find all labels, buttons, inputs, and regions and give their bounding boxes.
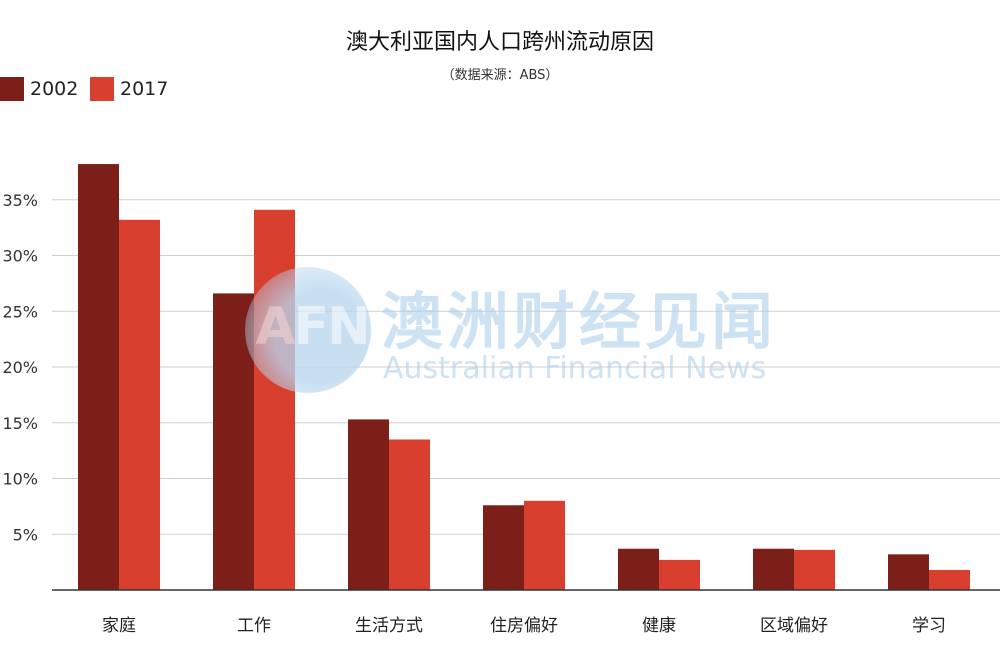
chart-title: 澳大利亚国内人口跨州流动原因 <box>345 30 654 55</box>
bar-2002 <box>888 554 929 590</box>
legend-swatch-2017 <box>90 77 114 101</box>
x-category-label: 工作 <box>237 616 271 636</box>
legend-swatch-2002 <box>0 77 24 101</box>
x-category-label: 健康 <box>642 616 676 636</box>
bar-2002 <box>483 505 524 590</box>
watermark-cn-text: 澳洲财经见闻 <box>381 285 778 358</box>
y-tick-label: 5% <box>13 525 38 544</box>
bar-2017 <box>794 549 835 590</box>
bar-2017 <box>659 559 700 590</box>
x-category-label: 学习 <box>912 616 946 636</box>
bar-2017 <box>389 439 430 590</box>
y-tick-label: 10% <box>2 470 38 489</box>
y-tick-label: 15% <box>2 414 38 433</box>
watermark: AFN 澳洲财经见闻 Australian Financial News <box>245 265 805 395</box>
bar-2002 <box>348 419 389 590</box>
bar-2002 <box>618 548 659 590</box>
x-category-label: 区域偏好 <box>760 616 828 636</box>
watermark-logo: AFN <box>245 267 371 393</box>
legend-label-2017: 2017 <box>120 78 169 100</box>
watermark-logo-text: AFN <box>255 297 370 357</box>
bar-2002 <box>753 548 794 590</box>
watermark-en-text: Australian Financial News <box>383 351 767 386</box>
bar-2002 <box>78 164 119 590</box>
bar-2017 <box>119 219 160 590</box>
y-tick-label: 35% <box>2 191 38 210</box>
chart-subtitle: （数据来源：ABS） <box>441 68 559 83</box>
x-category-label: 住房偏好 <box>490 616 558 636</box>
bar-2017 <box>929 569 970 590</box>
x-category-label: 生活方式 <box>355 616 423 636</box>
y-tick-label: 20% <box>2 358 38 377</box>
x-category-label: 家庭 <box>102 616 136 636</box>
y-tick-label: 30% <box>2 247 38 266</box>
bar-2017 <box>524 500 565 590</box>
legend-label-2002: 2002 <box>30 78 79 100</box>
y-tick-label: 25% <box>2 302 38 321</box>
